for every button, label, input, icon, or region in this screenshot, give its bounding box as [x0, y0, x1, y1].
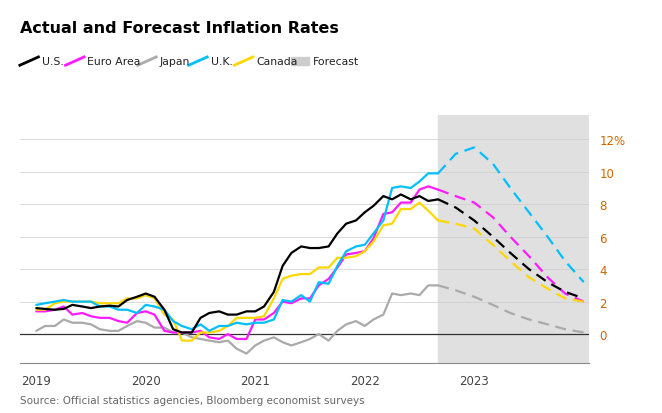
Text: U.S.: U.S.: [42, 57, 64, 67]
Text: Source: Official statistics agencies, Bloomberg economist surveys: Source: Official statistics agencies, Bl…: [20, 395, 365, 405]
Text: Forecast: Forecast: [312, 57, 359, 67]
Text: Japan: Japan: [160, 57, 190, 67]
Bar: [438, 116, 589, 363]
Text: Actual and Forecast Inflation Rates: Actual and Forecast Inflation Rates: [20, 21, 339, 36]
Text: U.K.: U.K.: [211, 57, 232, 67]
Text: Euro Area: Euro Area: [87, 57, 141, 67]
Text: Canada: Canada: [256, 57, 298, 67]
